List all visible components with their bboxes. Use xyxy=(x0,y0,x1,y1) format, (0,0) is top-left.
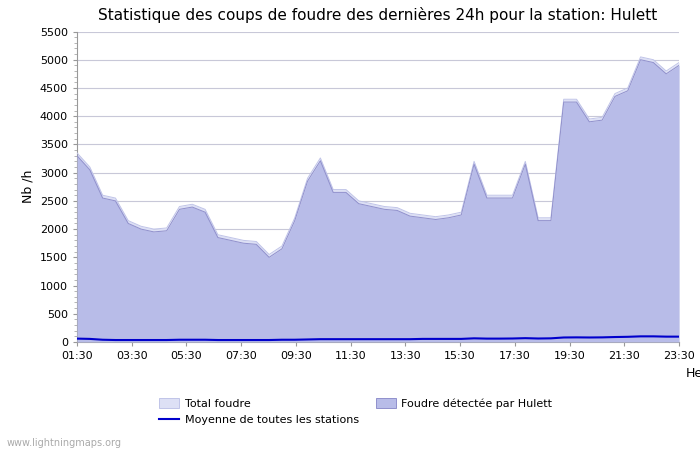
Legend: Total foudre, Moyenne de toutes les stations, Foudre détectée par Hulett: Total foudre, Moyenne de toutes les stat… xyxy=(155,394,556,430)
Text: Heure: Heure xyxy=(686,367,700,380)
Title: Statistique des coups de foudre des dernières 24h pour la station: Hulett: Statistique des coups de foudre des dern… xyxy=(99,7,657,23)
Y-axis label: Nb /h: Nb /h xyxy=(21,170,34,203)
Text: www.lightningmaps.org: www.lightningmaps.org xyxy=(7,438,122,448)
